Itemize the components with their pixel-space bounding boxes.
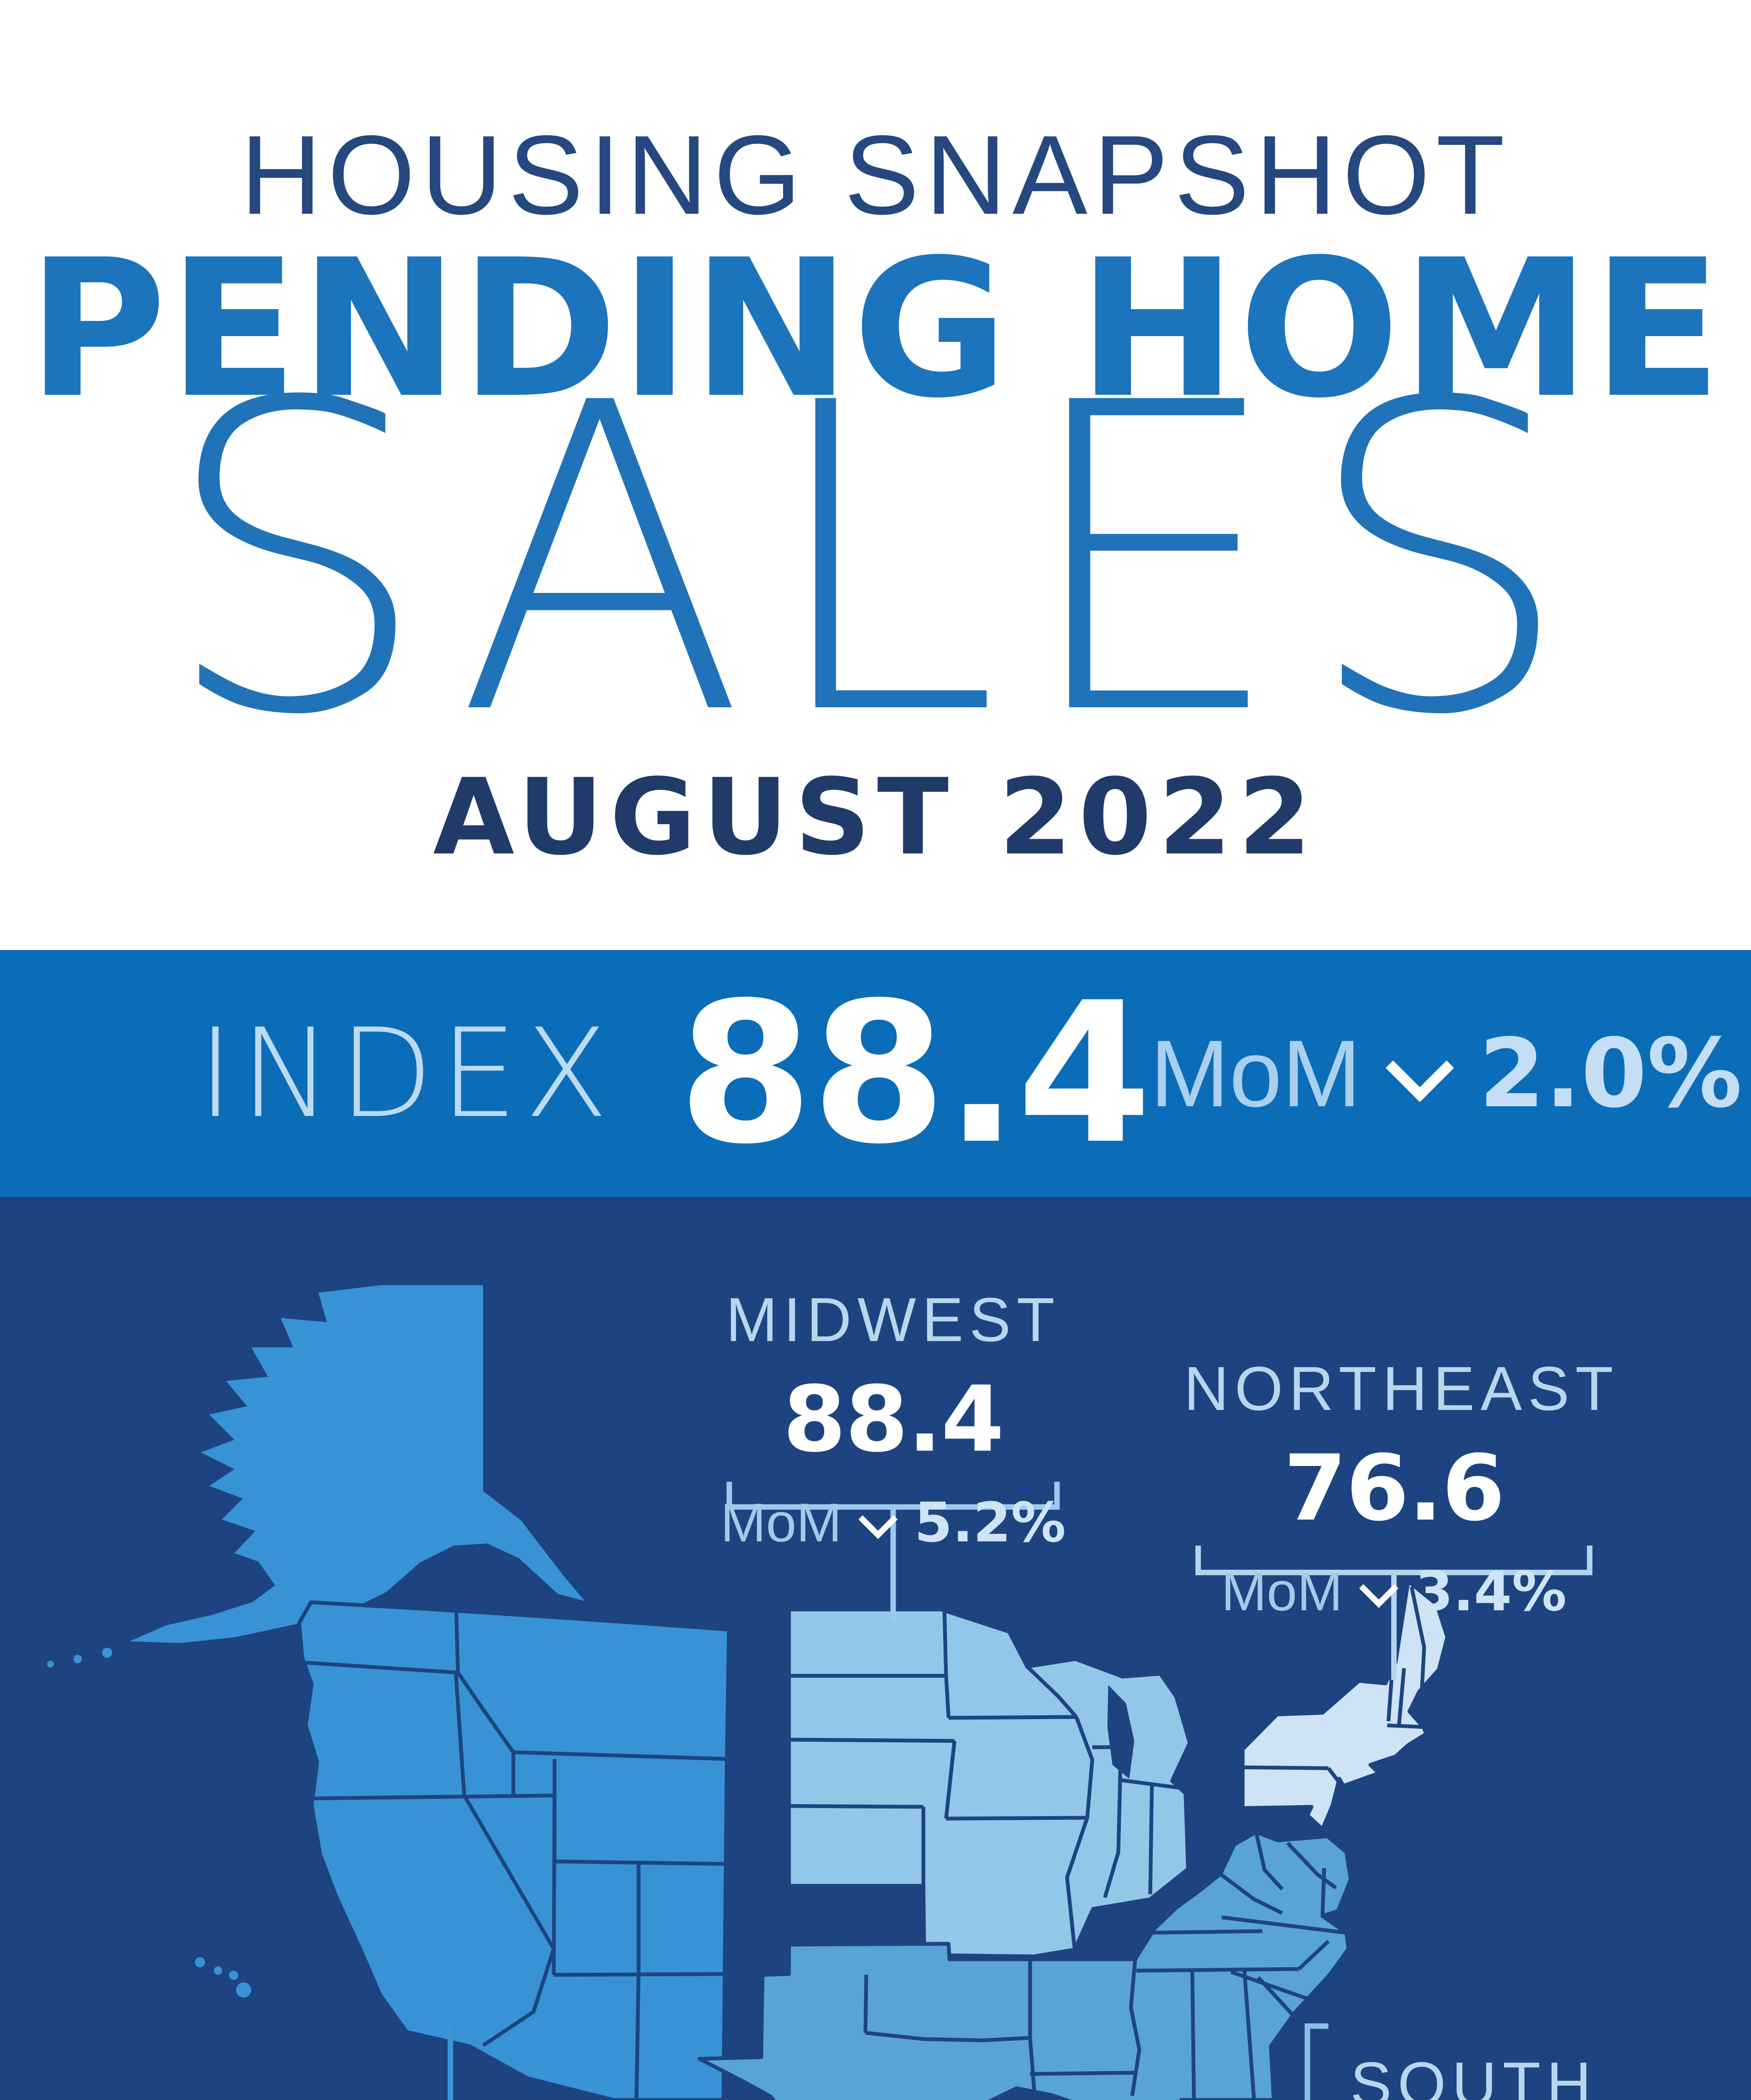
map-region-northeast	[1241, 1579, 1449, 1831]
mom-down-icon	[858, 1499, 898, 1540]
map-region-south	[697, 1830, 1353, 2100]
map-region-midwest	[787, 1607, 1192, 1958]
mom-down-icon	[1386, 1034, 1454, 1103]
region-label-northeast: NORTHEAST 76.6 MoM 3.4%	[1184, 1353, 1620, 1623]
west-callout-bracket	[447, 2026, 453, 2100]
us-regions-map	[47, 1285, 1593, 2100]
mom-value: 2.0%	[1479, 1018, 1742, 1129]
region-name: SOUTH	[1350, 2050, 1597, 2100]
national-mom-row: MoM 2.0%	[1150, 1018, 1742, 1129]
map-section: MIDWEST 88.4 MoM 5.2% NORTHEAST 76.6 MoM…	[0, 1197, 1751, 2100]
region-label-midwest: MIDWEST 88.4 MoM 5.2%	[683, 1284, 1103, 1554]
header-eyebrow: HOUSING SNAPSHOT	[240, 112, 1511, 238]
region-label-south: SOUTH 105.4 MoM 0.9%	[1293, 2049, 1654, 2100]
region-name: MIDWEST	[726, 1285, 1061, 1354]
report-date: AUGUST 2022	[433, 756, 1318, 878]
region-index-value: 76.6	[1283, 1436, 1505, 1541]
region-mom-row: MoM 5.2%	[720, 1491, 1066, 1554]
page-title-line2: SALES	[160, 314, 1591, 808]
region-name: NORTHEAST	[1184, 1354, 1620, 1423]
midwest-callout-bracket	[726, 1482, 1060, 1621]
northeast-callout-bracket	[1195, 1546, 1593, 1680]
index-label: INDEX	[197, 1002, 615, 1145]
map-region-west	[297, 1600, 731, 2100]
mom-label: MoM	[1150, 1020, 1362, 1126]
south-callout-bracket	[1304, 2023, 1328, 2100]
map-region-alaska	[47, 1285, 585, 1667]
region-mom-row: MoM 3.4%	[1221, 1559, 1567, 1623]
region-index-value: 88.4	[783, 1367, 1004, 1472]
national-index-band: INDEX 88.4 MoM 2.0%	[0, 950, 1751, 1197]
mom-down-icon	[1359, 1568, 1399, 1609]
index-value: 88.4	[678, 961, 1152, 1186]
map-region-hawaii	[195, 1957, 251, 1998]
page-title-line1: PENDING HOME	[27, 218, 1724, 440]
